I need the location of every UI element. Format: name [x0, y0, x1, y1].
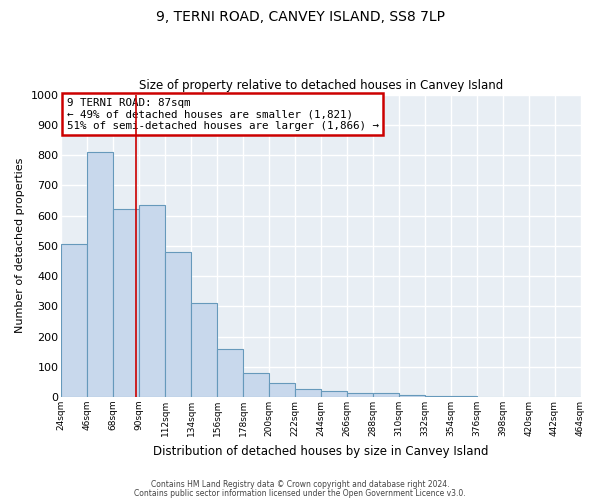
Bar: [373, 394, 399, 397]
Bar: [87, 152, 113, 397]
Title: Size of property relative to detached houses in Canvey Island: Size of property relative to detached ho…: [139, 79, 503, 92]
Bar: [139, 205, 165, 397]
Bar: [451, 396, 476, 397]
Y-axis label: Number of detached properties: Number of detached properties: [15, 158, 25, 334]
Bar: [295, 390, 321, 397]
Bar: [269, 383, 295, 397]
Bar: [61, 244, 87, 397]
Bar: [217, 348, 243, 397]
Text: 9, TERNI ROAD, CANVEY ISLAND, SS8 7LP: 9, TERNI ROAD, CANVEY ISLAND, SS8 7LP: [155, 10, 445, 24]
Bar: [425, 396, 451, 397]
Bar: [191, 304, 217, 397]
Text: Contains public sector information licensed under the Open Government Licence v3: Contains public sector information licen…: [134, 488, 466, 498]
Bar: [113, 210, 139, 397]
Bar: [243, 373, 269, 397]
Text: Contains HM Land Registry data © Crown copyright and database right 2024.: Contains HM Land Registry data © Crown c…: [151, 480, 449, 489]
Bar: [165, 252, 191, 397]
Text: 9 TERNI ROAD: 87sqm
← 49% of detached houses are smaller (1,821)
51% of semi-det: 9 TERNI ROAD: 87sqm ← 49% of detached ho…: [67, 98, 379, 131]
Bar: [321, 391, 347, 397]
Bar: [347, 394, 373, 397]
Bar: [399, 394, 425, 397]
X-axis label: Distribution of detached houses by size in Canvey Island: Distribution of detached houses by size …: [153, 444, 488, 458]
